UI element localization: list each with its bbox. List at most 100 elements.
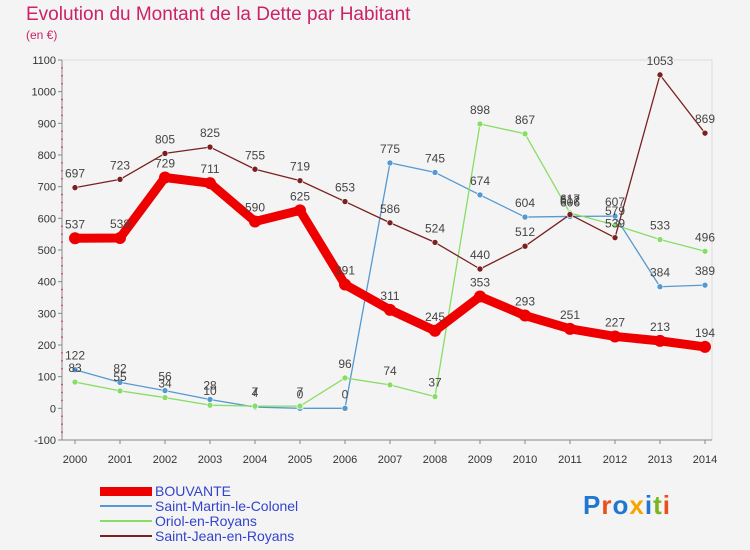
y-minor-tick <box>61 288 63 291</box>
data-label: 697 <box>65 167 85 181</box>
data-label: 825 <box>200 126 220 140</box>
legend-label: BOUVANTE <box>155 483 231 499</box>
data-label: 28 <box>203 378 217 392</box>
data-point <box>656 71 664 79</box>
data-point <box>341 198 349 205</box>
legend-item: Oriol-en-Royans <box>100 514 298 529</box>
data-point <box>474 290 486 303</box>
data-point <box>71 378 79 386</box>
data-label: 7 <box>252 385 259 399</box>
x-tick-label: 2010 <box>513 454 537 466</box>
data-label: 440 <box>470 248 490 262</box>
data-point <box>701 247 709 255</box>
x-tick-label: 2001 <box>108 454 132 466</box>
y-minor-tick <box>61 399 63 402</box>
y-minor-tick <box>61 241 63 243</box>
y-minor-tick <box>61 431 63 433</box>
y-tick-label: -100 <box>34 435 56 447</box>
y-tick-label: 500 <box>38 245 56 257</box>
data-label: 37 <box>428 376 442 390</box>
y-minor-tick <box>61 296 63 299</box>
data-point <box>116 379 124 386</box>
data-point <box>114 231 126 244</box>
unit-label: (en €) <box>26 28 58 42</box>
data-label: 604 <box>515 196 535 210</box>
y-minor-tick <box>61 162 63 164</box>
legend-item: Saint-Martin-le-Colonel <box>100 499 298 514</box>
data-point <box>476 265 484 273</box>
data-label: 496 <box>695 230 715 244</box>
y-minor-tick <box>61 257 63 259</box>
data-label: 612 <box>560 194 580 208</box>
legend-swatch <box>100 535 152 537</box>
data-label: 607 <box>605 195 625 209</box>
y-minor-tick <box>61 264 63 267</box>
y-minor-tick <box>61 130 63 133</box>
y-minor-tick <box>61 209 63 212</box>
legend-swatch <box>100 486 152 496</box>
legend-label: Saint-Jean-en-Royans <box>155 528 295 544</box>
y-minor-tick <box>61 138 63 141</box>
y-minor-tick <box>61 114 63 117</box>
data-label: 56 <box>158 370 172 384</box>
chart-title: Evolution du Montant de la Dette par Hab… <box>26 4 411 25</box>
data-point <box>476 191 484 199</box>
x-tick-label: 2002 <box>153 454 177 466</box>
data-label: 869 <box>695 112 715 126</box>
data-point <box>159 171 171 184</box>
x-tick-label: 2011 <box>558 454 582 466</box>
x-tick-label: 2000 <box>63 454 87 466</box>
y-minor-tick <box>61 225 63 228</box>
data-label: 55 <box>113 370 127 384</box>
x-tick-label: 2006 <box>333 454 357 466</box>
y-tick-label: 900 <box>38 118 56 130</box>
data-label: 293 <box>515 295 535 309</box>
data-label: 227 <box>605 315 625 329</box>
x-tick-label: 2014 <box>693 454 717 466</box>
legend: BOUVANTE Saint-Martin-le-Colonel Oriol-en-… <box>100 484 298 544</box>
data-label: 96 <box>338 357 352 371</box>
data-point <box>69 232 81 245</box>
data-label: 10 <box>203 384 217 398</box>
data-point <box>701 281 709 289</box>
x-tick-label: 2012 <box>603 454 627 466</box>
data-label: 755 <box>245 148 265 162</box>
data-label: 4 <box>252 386 259 400</box>
y-tick-label: 700 <box>38 182 56 194</box>
data-point <box>341 405 349 412</box>
data-label: 122 <box>65 349 85 363</box>
y-tick-label: 200 <box>38 340 56 352</box>
data-label: 539 <box>605 217 625 231</box>
data-point <box>386 219 394 227</box>
y-minor-tick <box>61 336 63 338</box>
y-minor-tick <box>61 359 63 362</box>
x-tick-label: 2005 <box>288 454 312 466</box>
data-point <box>699 340 711 353</box>
data-point <box>161 394 169 401</box>
y-minor-tick <box>61 423 63 426</box>
data-label: 606 <box>560 195 580 209</box>
data-point <box>204 177 216 190</box>
data-label: 389 <box>695 264 715 278</box>
y-minor-tick <box>61 304 63 307</box>
x-tick-label: 2007 <box>378 454 402 466</box>
data-label: 34 <box>158 377 172 391</box>
y-minor-tick <box>61 201 63 204</box>
data-point <box>654 334 666 347</box>
data-point <box>71 366 79 374</box>
y-minor-tick <box>61 367 63 370</box>
series-line-saint-jean-en-royans <box>74 74 706 270</box>
data-point <box>701 129 709 137</box>
legend-label: Saint-Martin-le-Colonel <box>155 498 299 514</box>
data-label: 245 <box>425 310 445 324</box>
data-label: 512 <box>515 225 535 239</box>
y-tick-label: 800 <box>38 150 56 162</box>
data-point <box>296 177 304 184</box>
data-label: 711 <box>200 162 219 176</box>
data-point <box>249 215 261 228</box>
data-point <box>116 176 124 183</box>
data-point <box>566 211 574 218</box>
data-label: 1053 <box>647 54 674 68</box>
